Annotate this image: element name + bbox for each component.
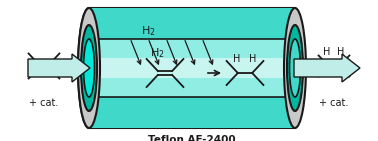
Text: H: H: [323, 47, 331, 57]
Text: + cat.: + cat.: [29, 98, 59, 108]
Text: H: H: [233, 54, 241, 64]
Text: H$_2$: H$_2$: [150, 46, 164, 60]
Text: + cat.: + cat.: [319, 98, 349, 108]
Text: H: H: [249, 54, 257, 64]
Ellipse shape: [290, 39, 301, 97]
Polygon shape: [28, 54, 90, 82]
Polygon shape: [89, 58, 295, 78]
Polygon shape: [89, 8, 295, 128]
Text: Teflon AF-2400: Teflon AF-2400: [148, 135, 236, 141]
Polygon shape: [89, 97, 295, 128]
Ellipse shape: [287, 25, 303, 111]
Polygon shape: [89, 39, 295, 97]
Text: H: H: [337, 47, 345, 57]
Ellipse shape: [84, 39, 94, 97]
Ellipse shape: [284, 8, 306, 128]
Text: H$_2$: H$_2$: [141, 24, 155, 38]
Ellipse shape: [78, 8, 100, 128]
Polygon shape: [89, 8, 295, 39]
Ellipse shape: [78, 8, 100, 128]
Ellipse shape: [81, 25, 97, 111]
Polygon shape: [294, 54, 360, 82]
